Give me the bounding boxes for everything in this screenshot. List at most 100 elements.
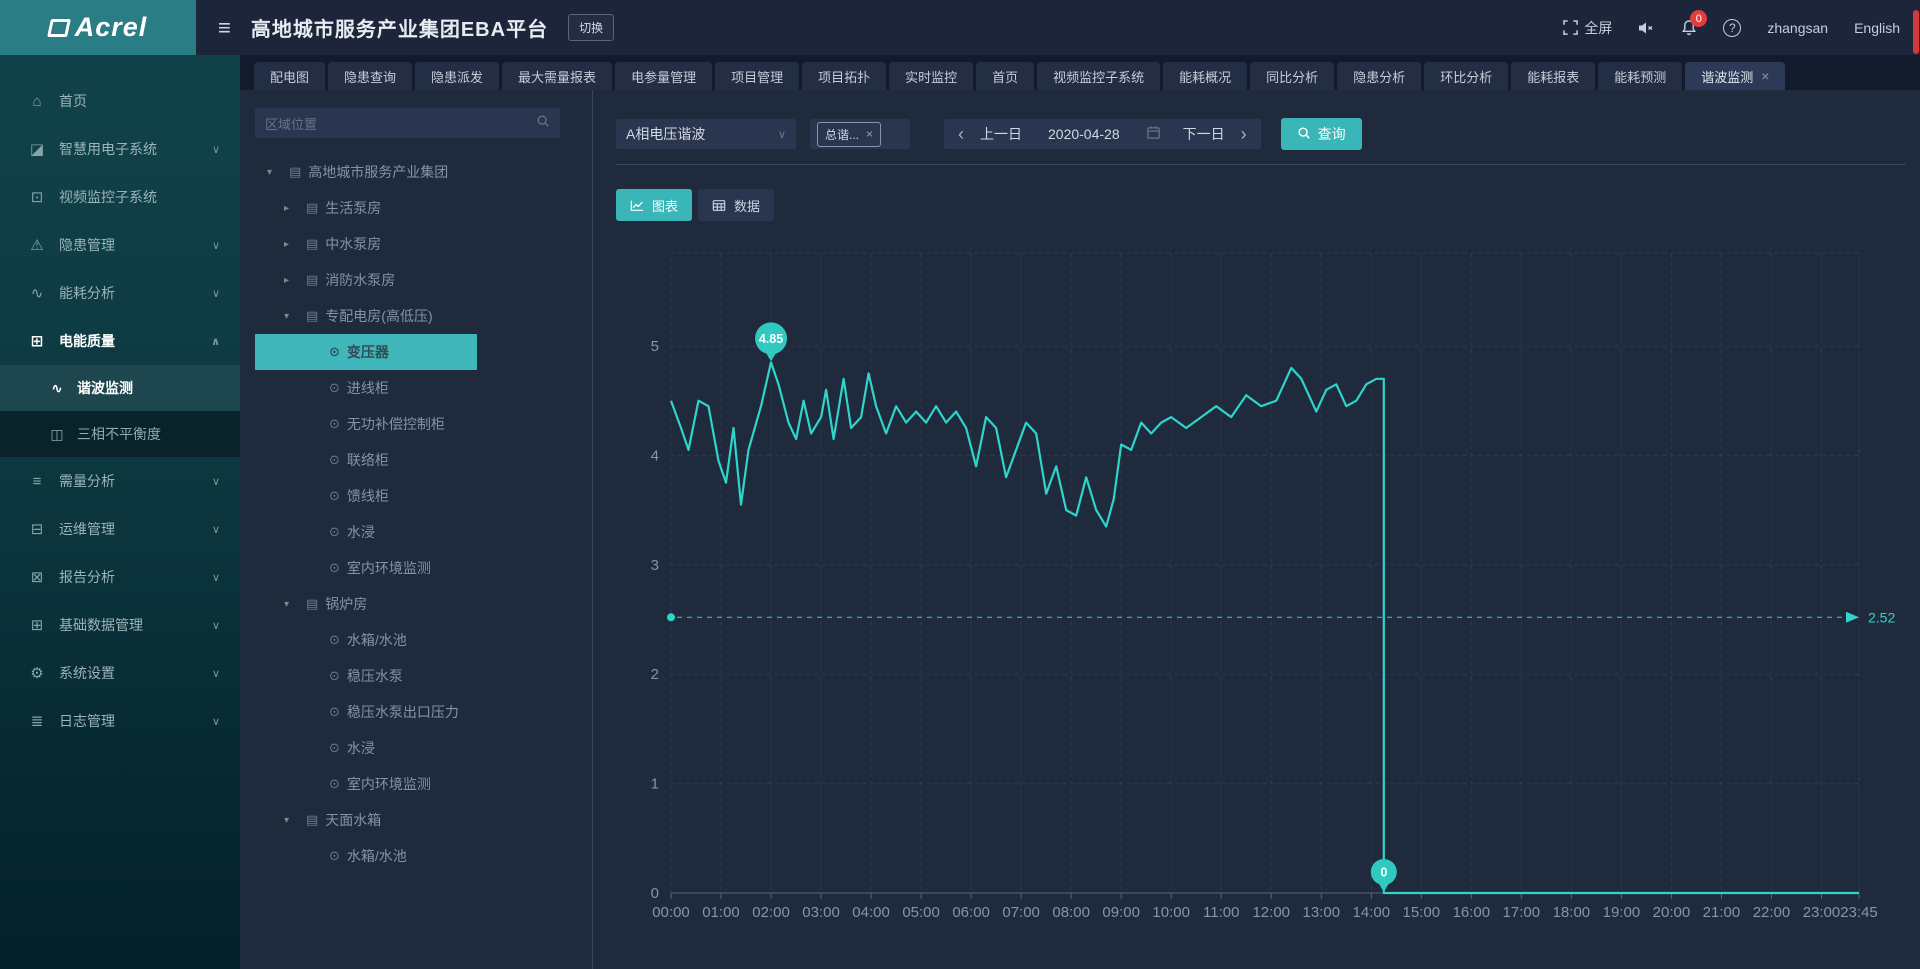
header: Acrel ≡ 高地城市服务产业集团EBA平台 切换 全屏 (0, 0, 1920, 55)
tab-energy-report[interactable]: 能耗报表 (1511, 62, 1596, 90)
view-toggle-group: 图表 数据 (616, 189, 1920, 221)
tree-node-pump-outlet-pressure[interactable]: ⊙ 稳压水泵出口压力 (255, 694, 477, 730)
tree-node-indoor-env-monitor-2[interactable]: ⊙ 室内环境监测 (255, 766, 477, 802)
building-icon: ▤ (306, 812, 319, 827)
sidebar-item-hazard-mgmt[interactable]: ⚠ 隐患管理 ∨ (0, 221, 240, 269)
caret-down-icon[interactable]: ▾ (267, 166, 273, 178)
tree-node-transformer[interactable]: ⊙ 变压器 (255, 334, 477, 370)
tree-node-boiler-room[interactable]: ▾ ▤ 锅炉房 (255, 586, 477, 622)
data-view-button[interactable]: 数据 (698, 189, 775, 221)
notifications-button[interactable]: 0 (1681, 10, 1708, 36)
tree-node-power-room[interactable]: ▾ ▤ 专配电房(高低压) (255, 298, 477, 334)
tree-node-water-tank-2[interactable]: ⊙ 水箱/水池 (255, 838, 477, 874)
sidebar-item-video-monitor[interactable]: ⊡ 视频监控子系统 (0, 173, 240, 221)
sidebar-item-energy-analysis[interactable]: ∿ 能耗分析 ∨ (0, 269, 240, 317)
caret-right-icon[interactable]: ▸ (284, 274, 290, 286)
username[interactable]: zhangsan (1767, 19, 1829, 36)
tab-label: 项目管理 (731, 69, 784, 85)
sidebar-item-system-settings[interactable]: ⚙ 系统设置 ∨ (0, 649, 240, 697)
meter-icon: ⊙ (329, 416, 340, 431)
tree-search-input[interactable]: 区域位置 (255, 108, 560, 138)
svg-text:02:00: 02:00 (752, 904, 790, 921)
tab-realtime-monitor[interactable]: 实时监控 (889, 62, 974, 90)
harmonic-order-multiselect[interactable]: 总谐... × (810, 119, 910, 149)
caret-down-icon[interactable]: ▾ (284, 598, 290, 610)
tab-label: 能耗预测 (1614, 69, 1667, 85)
sidebar-item-harmonic-monitor[interactable]: ∿ 谐波监测 (0, 365, 240, 411)
tab-mom-analysis[interactable]: 环比分析 (1424, 62, 1509, 90)
sidebar-item-smart-power[interactable]: ◪ 智慧用电子系统 ∨ (0, 125, 240, 173)
next-day-arrow-icon[interactable]: › (1240, 124, 1247, 144)
scrollbar-thumb[interactable] (1913, 10, 1919, 54)
switch-button[interactable]: 切换 (568, 14, 615, 41)
tab-hazard-analysis[interactable]: 隐患分析 (1337, 62, 1422, 90)
tab-video-subsystem[interactable]: 视频监控子系统 (1037, 62, 1161, 90)
tree-node-water-tank[interactable]: ⊙ 水箱/水池 (255, 622, 477, 658)
meter-icon: ⊙ (329, 524, 340, 539)
date-value[interactable]: 2020-04-28 (1048, 126, 1120, 142)
sidebar-item-home[interactable]: ⌂ 首页 (0, 77, 240, 125)
tab-harmonic-monitor[interactable]: 谐波监测 × (1685, 62, 1786, 90)
fullscreen-button[interactable]: 全屏 (1563, 18, 1612, 38)
tree-node-pressure-pump[interactable]: ⊙ 稳压水泵 (255, 658, 477, 694)
tab-energy-overview[interactable]: 能耗概况 (1163, 62, 1248, 90)
tree-node-root[interactable]: ▾ ▤ 高地城市服务产业集团 (255, 154, 477, 190)
chart-view-button[interactable]: 图表 (616, 189, 693, 221)
close-icon[interactable]: × (1761, 68, 1770, 84)
tree-node-water-leak[interactable]: ⊙ 水浸 (255, 514, 477, 550)
sidebar-item-om-mgmt[interactable]: ⊟ 运维管理 ∨ (0, 505, 240, 553)
tree-node-tie-cabinet[interactable]: ⊙ 联络柜 (255, 442, 477, 478)
svg-text:0: 0 (1380, 866, 1387, 880)
tree-node-fire-pump-room[interactable]: ▸ ▤ 消防水泵房 (255, 262, 477, 298)
filter-bar: A相电压谐波 ∨ 总谐... × ‹ 上一日 2020-04 (616, 118, 1920, 150)
power-quality-submenu: ∿ 谐波监测 ◫ 三相不平衡度 (0, 365, 240, 457)
tree-node-reclaimed-water-pump-room[interactable]: ▸ ▤ 中水泵房 (255, 226, 477, 262)
language-switch[interactable]: English (1854, 19, 1900, 36)
tab-label: 隐患查询 (344, 69, 397, 85)
tab-yoy-analysis[interactable]: 同比分析 (1250, 62, 1335, 90)
calendar-icon[interactable] (1146, 125, 1161, 143)
sidebar-item-base-data-mgmt[interactable]: ⊞ 基础数据管理 ∨ (0, 601, 240, 649)
sidebar-item-demand-analysis[interactable]: ≡ 需量分析 ∨ (0, 457, 240, 505)
meter-icon: ⊙ (329, 344, 340, 359)
caret-down-icon[interactable]: ▾ (284, 814, 290, 826)
tree-node-incoming-cabinet[interactable]: ⊙ 进线柜 (255, 370, 477, 406)
tag-close-icon[interactable]: × (866, 127, 874, 141)
menu-fold-icon[interactable]: ≡ (218, 14, 231, 40)
sidebar-item-three-phase-unbalance[interactable]: ◫ 三相不平衡度 (0, 411, 240, 457)
prev-day-button[interactable]: 上一日 (980, 126, 1022, 142)
tab-distribution-diagram[interactable]: 配电图 (254, 62, 326, 90)
tree-node-label: 稳压水泵 (346, 668, 403, 684)
sidebar-item-report-analysis[interactable]: ⊠ 报告分析 ∨ (0, 553, 240, 601)
caret-right-icon[interactable]: ▸ (284, 238, 290, 250)
tree-node-water-leak-2[interactable]: ⊙ 水浸 (255, 730, 477, 766)
tab-home[interactable]: 首页 (976, 62, 1035, 90)
caret-right-icon[interactable]: ▸ (284, 202, 290, 214)
tree-node-feeder-cabinet[interactable]: ⊙ 馈线柜 (255, 478, 477, 514)
help-icon[interactable]: ? (1723, 18, 1742, 37)
tab-eparam-mgmt[interactable]: 电参量管理 (615, 62, 713, 90)
tree-node-life-pump-room[interactable]: ▸ ▤ 生活泵房 (255, 190, 477, 226)
tree-node-reactive-compensation-cabinet[interactable]: ⊙ 无功补偿控制柜 (255, 406, 477, 442)
harmonic-type-select[interactable]: A相电压谐波 ∨ (616, 119, 796, 149)
tab-max-demand-report[interactable]: 最大需量报表 (502, 62, 613, 90)
mute-button[interactable] (1638, 20, 1655, 36)
next-day-button[interactable]: 下一日 (1182, 126, 1225, 142)
tree-node-indoor-env-monitor[interactable]: ⊙ 室内环境监测 (255, 550, 477, 586)
tab-project-mgmt[interactable]: 项目管理 (715, 62, 800, 90)
svg-text:5: 5 (651, 338, 659, 355)
tab-hazard-query[interactable]: 隐患查询 (328, 62, 413, 90)
power-quality-icon: ⊞ (30, 333, 44, 350)
chevron-down-icon: ∨ (211, 715, 220, 728)
sidebar-item-log-mgmt[interactable]: ≣ 日志管理 ∨ (0, 697, 240, 745)
query-button[interactable]: 查询 (1280, 118, 1362, 150)
prev-day-arrow-icon[interactable]: ‹ (958, 124, 964, 144)
svg-text:19:00: 19:00 (1603, 904, 1641, 921)
sidebar-item-power-quality[interactable]: ⊞ 电能质量 ∧ (0, 317, 240, 365)
tab-hazard-dispatch[interactable]: 隐患派发 (415, 62, 500, 90)
caret-down-icon[interactable]: ▾ (284, 310, 290, 322)
tab-energy-forecast[interactable]: 能耗预测 (1598, 62, 1683, 90)
tree-node-roof-tank[interactable]: ▾ ▤ 天面水箱 (255, 802, 477, 838)
tab-project-topology[interactable]: 项目拓扑 (802, 62, 887, 90)
